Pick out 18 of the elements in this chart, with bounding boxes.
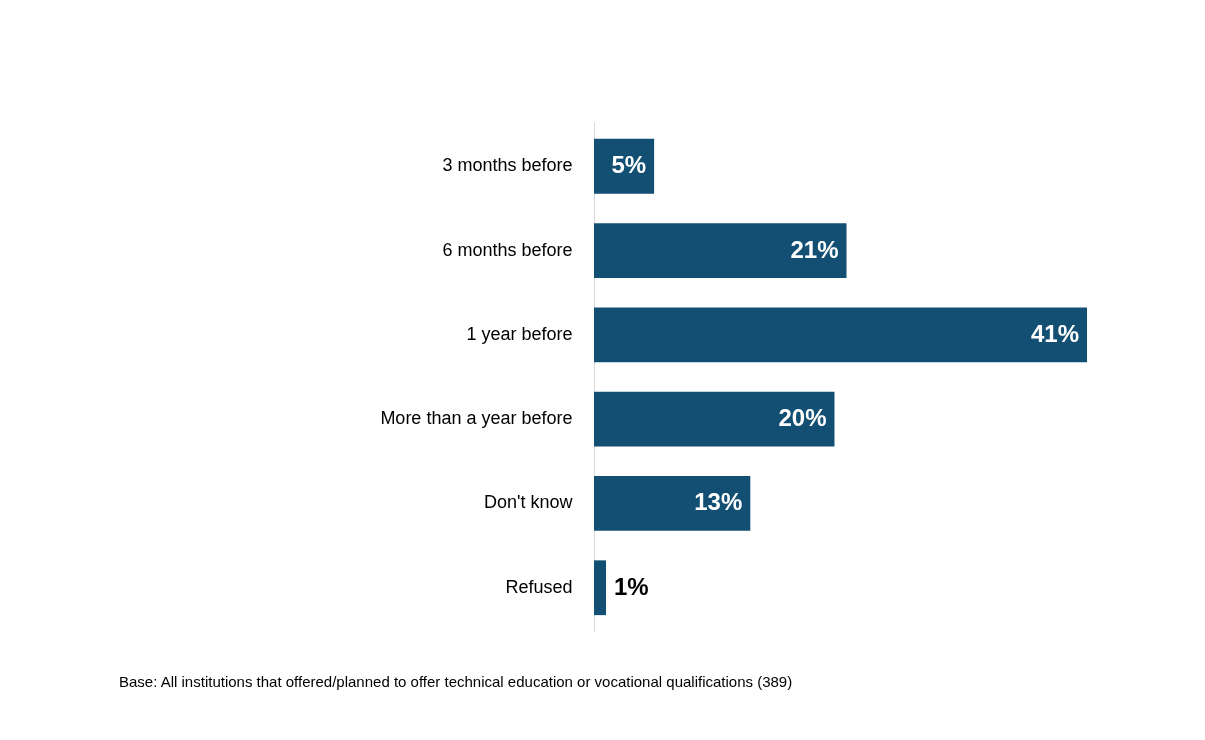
- bar: [594, 307, 1087, 363]
- data-label: 21%: [790, 235, 839, 263]
- data-label: 5%: [611, 151, 647, 179]
- bar: [594, 476, 751, 531]
- y-tick-label: 3 months before: [442, 155, 573, 176]
- data-label: 1%: [614, 572, 649, 600]
- data-label: 41%: [1030, 319, 1079, 347]
- text: Base: All institutions that offered/planned to offer technical education or vocational qualifications (389): [119, 673, 793, 690]
- bar: [594, 223, 847, 278]
- y-tick-label: 1 year before: [466, 323, 573, 344]
- y-tick-label: More than a year before: [380, 408, 573, 429]
- data-label: 13%: [694, 488, 743, 516]
- bar: [594, 560, 607, 616]
- data-label: 20%: [778, 404, 827, 432]
- y-tick-label: Refused: [505, 576, 573, 597]
- bar: [594, 391, 835, 447]
- y-tick-label: Don't know: [484, 492, 574, 513]
- y-tick-label: 6 months before: [442, 239, 573, 260]
